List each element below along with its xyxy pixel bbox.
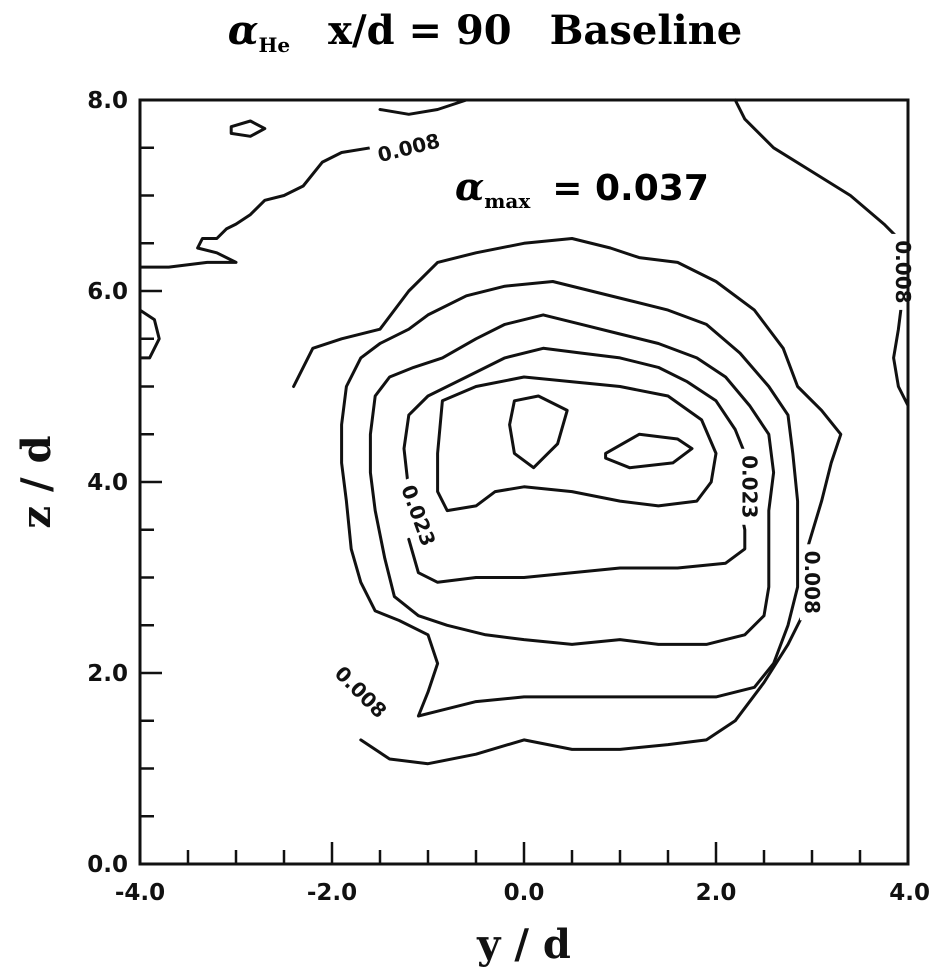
contour-line-0-012-7: [340, 280, 800, 718]
contour-lines: [138, 98, 910, 766]
contour-line-0-008-2: [378, 98, 468, 116]
contour-label-mask-2: [800, 544, 824, 621]
contour-label-2: 0.008: [800, 551, 824, 614]
x-tick-label-3: 2.0: [696, 880, 737, 906]
contour-line-0-029-10: [436, 375, 718, 513]
y-tick-label-0: 0.0: [87, 852, 128, 878]
contour-line-0-008-0: [292, 237, 843, 766]
contour-line-0-008-6: [138, 308, 161, 360]
chart-title: αHe x/d = 90 Baseline: [228, 7, 743, 57]
contour-line-0-008-3: [733, 98, 905, 245]
x-tick-label-4: 4.0: [889, 880, 930, 906]
contour-label-3: 0.008: [330, 661, 392, 723]
contour-labels: 0.008 0.008 0.008 0.008 0.023 0.023: [325, 126, 916, 728]
max-annotation: αmax = 0.037: [455, 164, 709, 213]
x-axis-tick-labels: -4.0 -2.0 0.0 2.0 4.0: [115, 880, 930, 906]
contour-line-0-037-11: [508, 394, 569, 470]
y-tick-label-3: 6.0: [87, 279, 128, 305]
contour-label-mask-5: [737, 448, 762, 525]
contour-label-1: 0.008: [891, 240, 915, 303]
plot-frame: [138, 98, 910, 866]
x-tick-label-1: -2.0: [307, 880, 357, 906]
contour-line-0-008-1: [138, 131, 430, 269]
max-subscript: max: [484, 189, 531, 213]
max-value: = 0.037: [552, 168, 709, 209]
title-symbol: α: [228, 7, 259, 54]
y-axis-ticks: [140, 98, 162, 866]
x-axis-ticks: [138, 842, 910, 864]
contour-line-0-017-8: [368, 313, 776, 646]
contour-line-0-008-4: [892, 289, 910, 408]
x-axis-title: y / d: [476, 921, 571, 968]
y-tick-label-1: 2.0: [87, 661, 128, 687]
y-tick-label-2: 4.0: [87, 470, 128, 496]
contour-label-mask-0: [369, 126, 449, 169]
contour-label-mask-3: [325, 656, 397, 728]
title-station: x/d = 90: [328, 7, 511, 54]
contour-label-5: 0.023: [738, 455, 762, 518]
contour-label-mask-4: [394, 475, 443, 556]
y-axis-title: z / d: [13, 435, 60, 528]
title-subscript: He: [259, 33, 291, 57]
y-tick-label-4: 8.0: [87, 88, 128, 114]
contour-line-0-008-5: [229, 119, 267, 138]
x-tick-label-2: 0.0: [504, 880, 545, 906]
x-tick-label-0: -4.0: [115, 880, 165, 906]
max-symbol: α: [455, 164, 484, 209]
contour-label-0: 0.008: [375, 128, 442, 167]
title-case: Baseline: [550, 7, 743, 54]
contour-label-4: 0.023: [396, 482, 440, 550]
y-axis-tick-labels: 0.0 2.0 4.0 6.0 8.0: [87, 88, 128, 878]
contour-line-0-037-12: [604, 432, 694, 470]
